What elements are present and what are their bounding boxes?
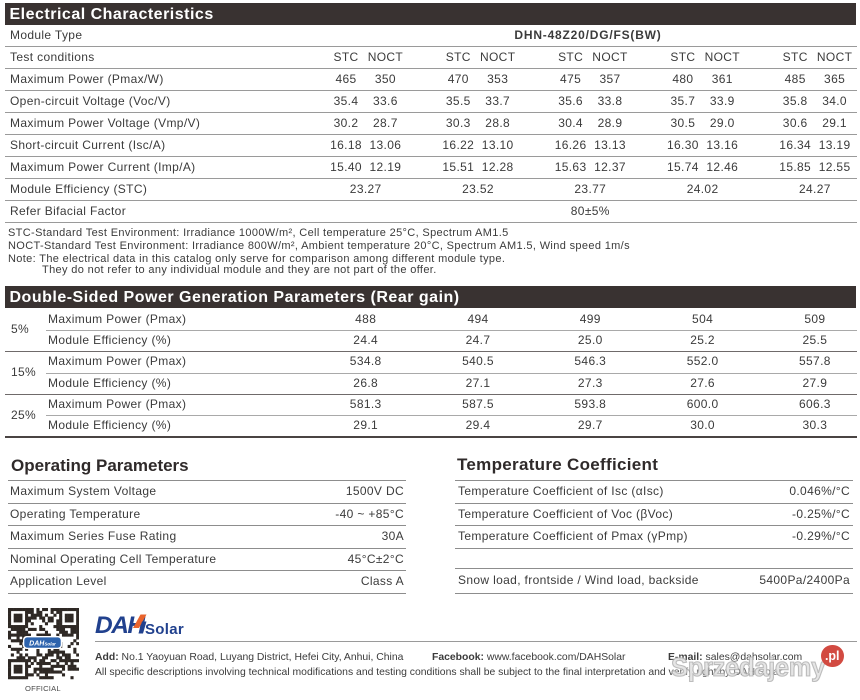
- svg-text:Solar: Solar: [145, 621, 184, 638]
- svg-text:DAHSolar: DAHSolar: [29, 640, 56, 647]
